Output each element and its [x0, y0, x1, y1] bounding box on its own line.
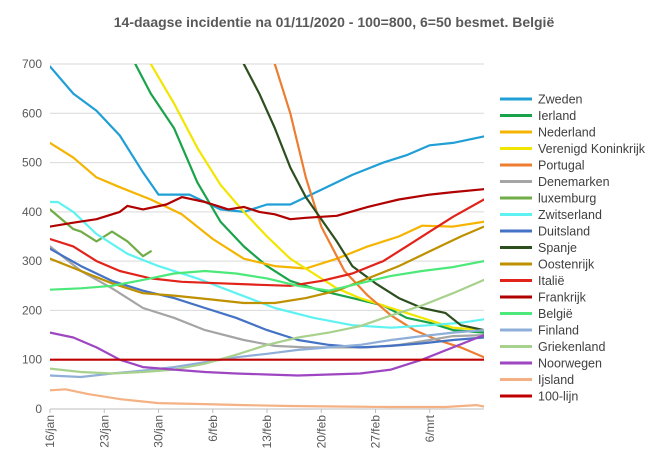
series-line-itali- — [50, 198, 484, 287]
series-line-denemarken — [50, 245, 484, 349]
legend-label: Verenigd Koninkrijk — [538, 142, 646, 156]
series-line-zweden — [50, 65, 484, 213]
x-tick-label: 13/feb — [260, 415, 274, 449]
series-line-ijsland — [50, 388, 484, 409]
y-tick-label: 700 — [22, 57, 42, 71]
series-line-belgi- — [50, 260, 484, 292]
chart-title: 14-daagse incidentie na 01/11/2020 - 100… — [113, 14, 555, 30]
legend-label: Italië — [538, 274, 564, 288]
series-line-portugal — [273, 64, 484, 359]
series-line-finland — [50, 329, 484, 379]
series-line-zwitserland — [50, 200, 484, 329]
y-tick-label: 500 — [22, 156, 42, 170]
legend-label: Duitsland — [538, 225, 590, 239]
y-tick-label: 400 — [22, 205, 42, 219]
legend: Zweden Ierland Nederland Verenigd Koninkrij… — [500, 93, 646, 404]
series-line-oostenrijk — [50, 225, 484, 305]
series-line-spanje — [242, 64, 484, 332]
legend-label: Zweden — [538, 93, 583, 107]
y-tick-label: 200 — [22, 303, 42, 317]
series-lines — [50, 64, 484, 409]
y-tick-label: 300 — [22, 254, 42, 268]
series-line-verenigd-koninkrijk — [149, 64, 484, 332]
legend-label: Ierland — [538, 109, 576, 123]
legend-label: Oostenrijk — [538, 258, 595, 272]
series-line-frankrijk — [50, 188, 484, 228]
legend-label: luxemburg — [538, 192, 596, 206]
legend-label: Noorwegen — [538, 357, 602, 371]
legend-label: Denemarken — [538, 175, 610, 189]
series-line-nederland — [50, 141, 484, 270]
series-line-griekenland — [50, 278, 484, 375]
x-tick-label: 30/jan — [152, 415, 166, 448]
y-tick-label: 0 — [35, 402, 42, 416]
legend-label: Portugal — [538, 159, 585, 173]
x-tick-label: 23/jan — [97, 415, 111, 448]
legend-label: Frankrijk — [538, 291, 587, 305]
x-tick-label: 27/feb — [369, 415, 383, 449]
legend-label: Ijsland — [538, 373, 574, 387]
y-tick-label: 100 — [22, 353, 42, 367]
legend-label: Nederland — [538, 126, 596, 140]
series-line-luxemburg — [50, 208, 152, 258]
x-tick-label: 6/mrt — [423, 414, 437, 442]
series-line-ierland — [134, 64, 484, 334]
x-tick-label: 16/jan — [43, 415, 57, 448]
legend-label: Spanje — [538, 241, 577, 255]
legend-label: Zwitserland — [538, 208, 602, 222]
legend-label: Finland — [538, 324, 579, 338]
x-tick-label: 6/feb — [206, 415, 220, 442]
axes: 0 100 200 300 400 500 600 700 16/jan 23/jan 30/jan… — [22, 57, 484, 448]
legend-label: 100-lijn — [538, 390, 578, 404]
series-line-noorwegen — [50, 331, 484, 377]
y-tick-label: 600 — [22, 106, 42, 120]
x-tick-label: 20/feb — [314, 415, 328, 449]
legend-label: Griekenland — [538, 340, 605, 354]
legend-label: België — [538, 307, 573, 321]
